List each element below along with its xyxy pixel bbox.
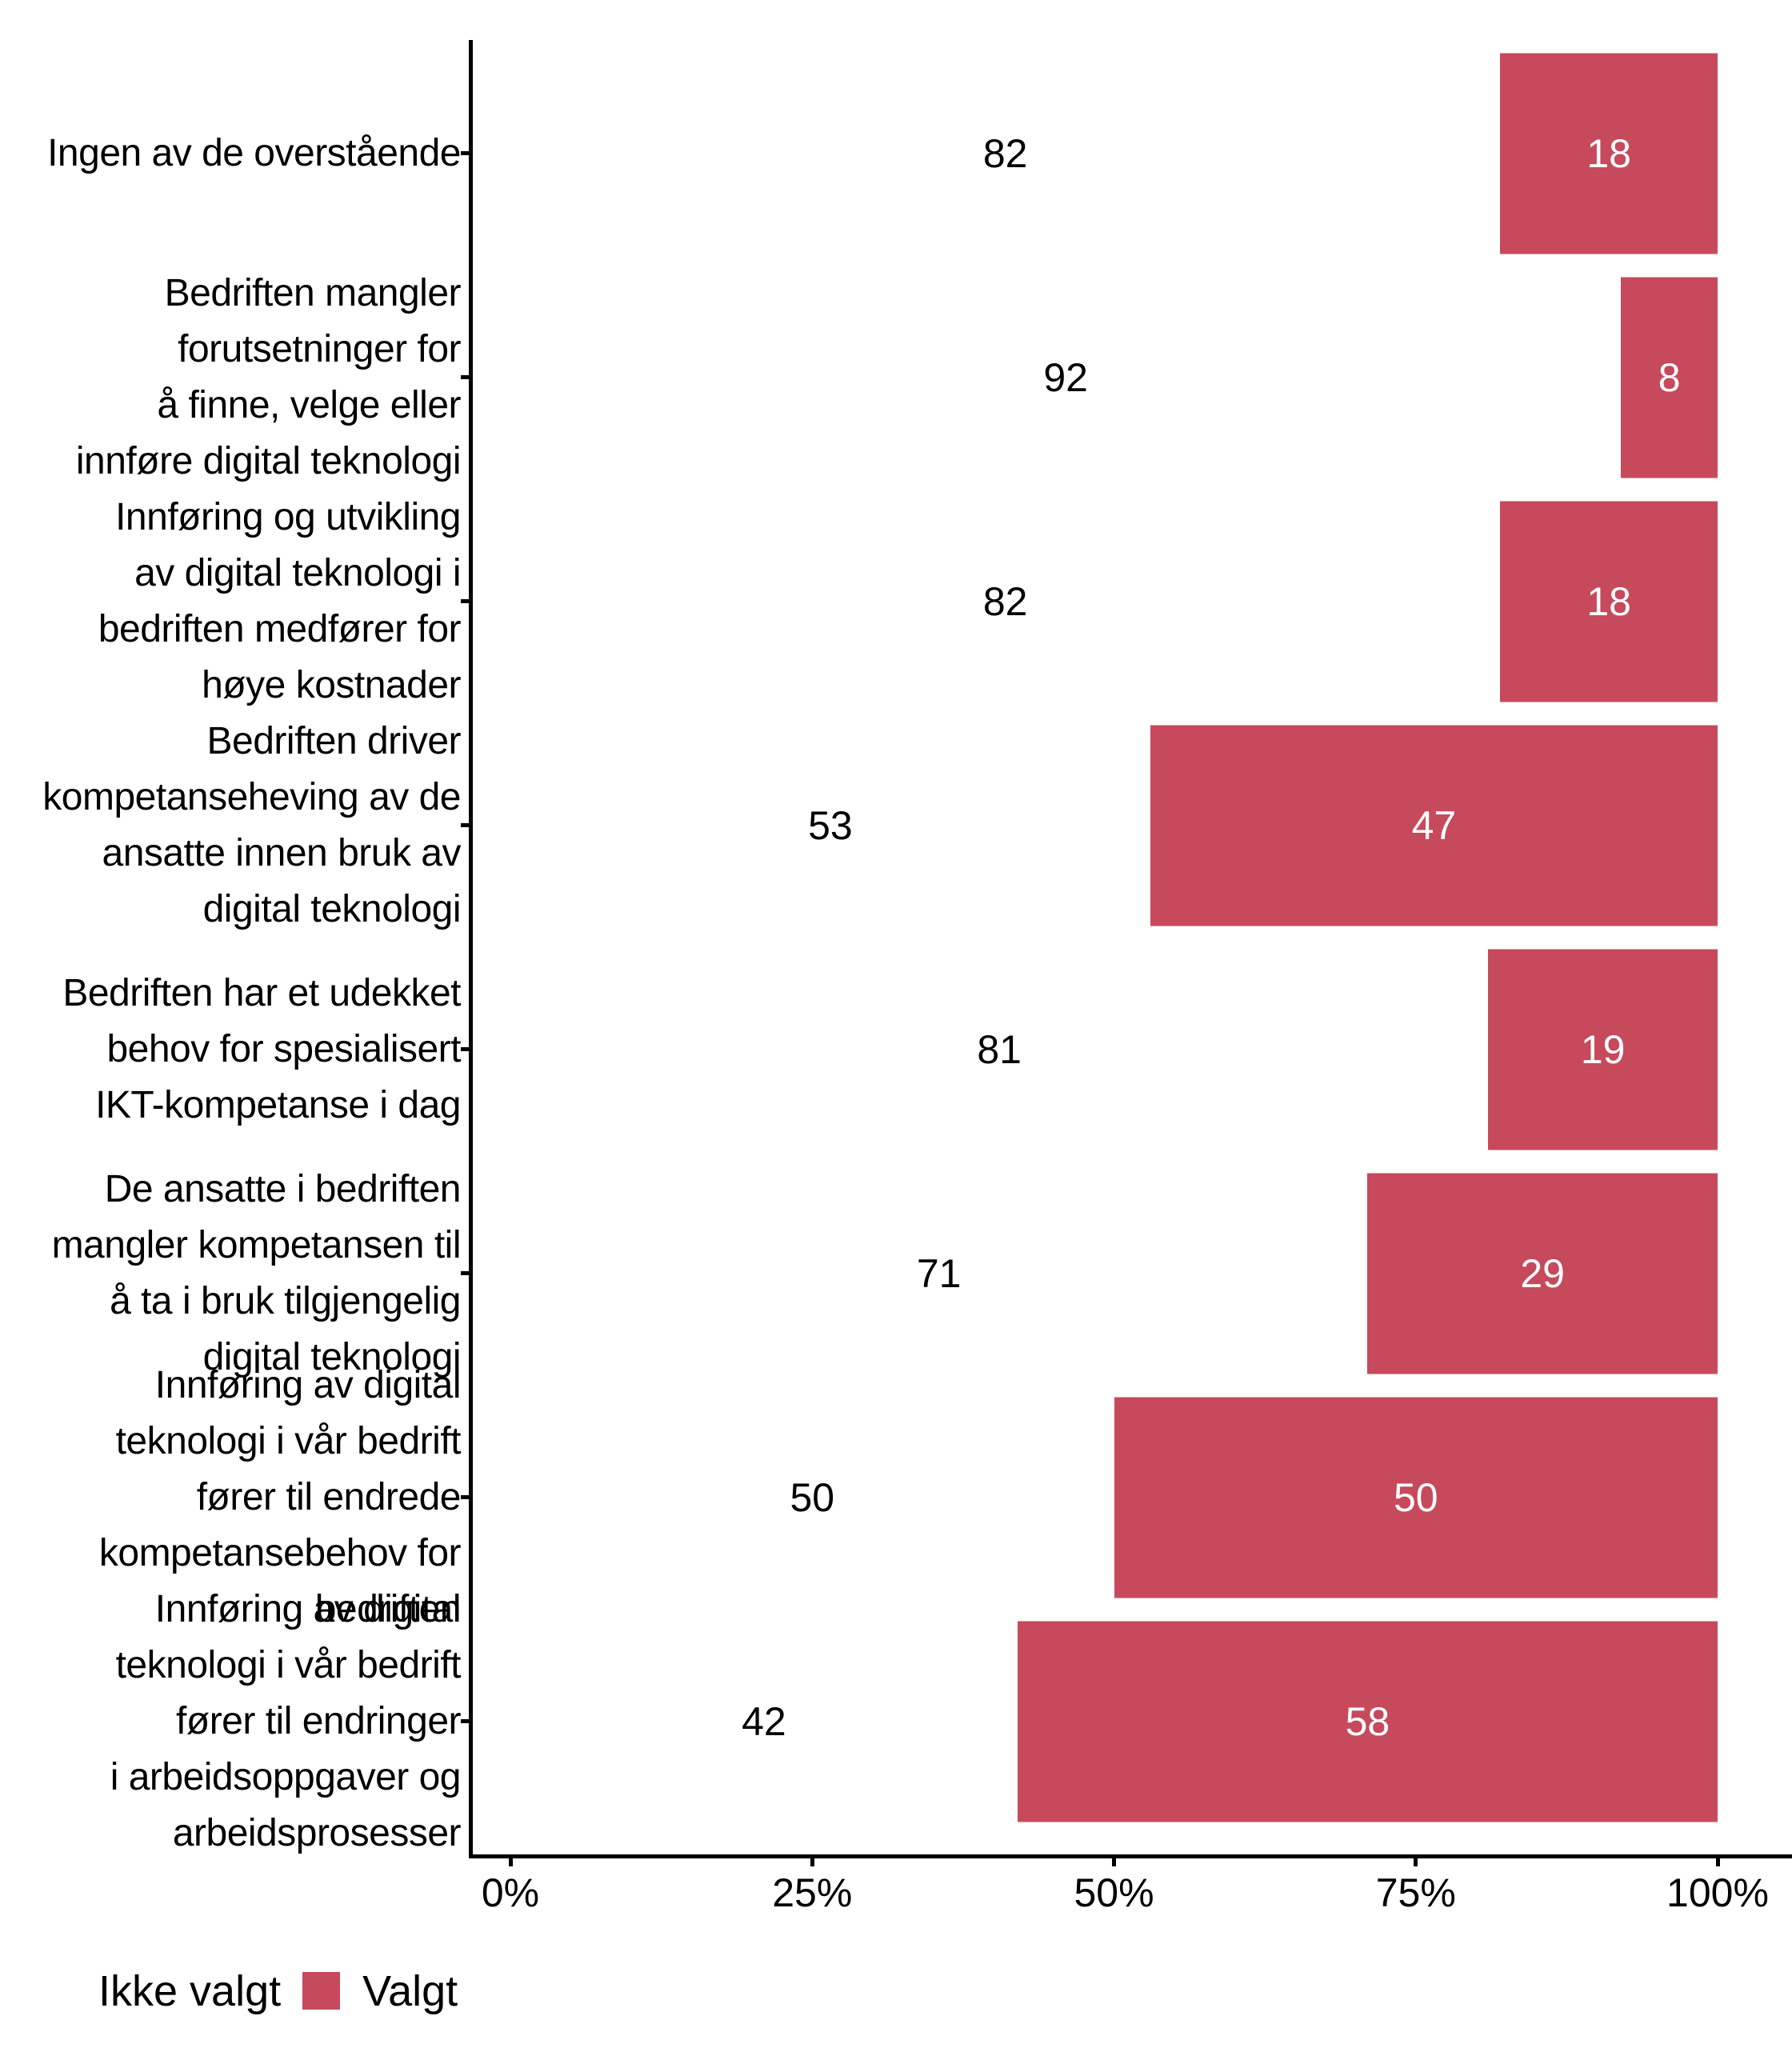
legend: Ikke valgt Valgt xyxy=(46,1953,458,2029)
value-label-valgt: 18 xyxy=(1586,578,1631,624)
y-axis-tick xyxy=(461,151,469,155)
y-axis-tick xyxy=(461,1719,469,1723)
x-axis-tick-label: 50% xyxy=(1074,1870,1154,1915)
bar-segment-ikke-valgt xyxy=(510,277,1622,478)
category-label: Bedriften driver kompetanseheving av de … xyxy=(42,719,461,930)
bar-segment-valgt xyxy=(1367,1173,1718,1374)
x-axis-tick xyxy=(508,1858,513,1866)
category-label: Innføring av digital teknologi i vår bed… xyxy=(98,1363,462,1630)
value-label-valgt: 47 xyxy=(1411,802,1457,848)
value-label-ikke-valgt: 81 xyxy=(977,1026,1022,1072)
value-label-ikke-valgt: 71 xyxy=(916,1250,962,1296)
legend-label-valgt: Valgt xyxy=(362,1966,458,2015)
category-label: Ingen av de overstående xyxy=(47,131,461,174)
y-axis-tick xyxy=(461,599,469,603)
bar-segment-valgt xyxy=(1500,501,1718,702)
x-axis-tick-label: 75% xyxy=(1375,1870,1456,1915)
value-label-ikke-valgt: 82 xyxy=(982,578,1028,624)
bar-segment-ikke-valgt xyxy=(510,501,1501,702)
value-label-valgt: 50 xyxy=(1393,1474,1438,1520)
legend-key-valgt xyxy=(302,1972,341,2010)
category-label: Bedriften mangler forutsetninger for å f… xyxy=(75,271,462,482)
x-axis-tick-label: 25% xyxy=(772,1870,853,1915)
x-axis-tick xyxy=(1112,1858,1116,1866)
value-label-ikke-valgt: 53 xyxy=(808,802,853,848)
value-label-ikke-valgt: 92 xyxy=(1043,354,1088,400)
category-label: Innføring og utvikling av digital teknol… xyxy=(98,495,462,706)
bar-segment-valgt xyxy=(1500,53,1718,254)
bar-segment-ikke-valgt xyxy=(510,725,1150,926)
category-label: Innføring av digital teknologi i vår bed… xyxy=(110,1587,462,1854)
value-label-valgt: 29 xyxy=(1520,1250,1565,1296)
x-axis-line xyxy=(469,1854,1792,1858)
bar-segment-ikke-valgt xyxy=(510,1621,1018,1822)
x-axis-tick xyxy=(810,1858,814,1866)
bar-segment-ikke-valgt xyxy=(510,949,1489,1150)
y-axis-tick xyxy=(461,1495,469,1499)
value-label-valgt: 58 xyxy=(1345,1698,1390,1744)
bar-segment-valgt xyxy=(1621,277,1718,478)
y-axis-tick xyxy=(461,1271,469,1275)
value-label-ikke-valgt: 50 xyxy=(790,1474,835,1520)
value-label-ikke-valgt: 42 xyxy=(742,1698,786,1744)
bar-segment-valgt xyxy=(1017,1621,1718,1822)
bar-segment-ikke-valgt xyxy=(510,53,1501,254)
value-label-ikke-valgt: 82 xyxy=(982,130,1028,176)
legend-label-ikke-valgt: Ikke valgt xyxy=(98,1966,282,2015)
value-label-valgt: 19 xyxy=(1580,1026,1626,1072)
bar-segment-valgt xyxy=(1150,725,1718,926)
bar-segment-ikke-valgt xyxy=(510,1397,1114,1598)
value-label-valgt: 18 xyxy=(1586,130,1631,176)
bar-segment-valgt xyxy=(1114,1397,1718,1598)
x-axis-tick xyxy=(1715,1858,1720,1866)
bar-segment-ikke-valgt xyxy=(510,1173,1368,1374)
x-axis-tick-label: 100% xyxy=(1666,1870,1769,1915)
y-axis-tick xyxy=(461,1047,469,1051)
category-label: De ansatte i bedriften mangler kompetans… xyxy=(51,1167,462,1378)
y-axis-tick xyxy=(461,823,469,827)
legend-key-ikke-valgt xyxy=(46,1972,84,2010)
category-label: Bedriften har et udekket behov for spesi… xyxy=(62,971,461,1126)
value-label-valgt: 8 xyxy=(1658,354,1681,400)
x-axis-tick-label: 0% xyxy=(481,1870,540,1915)
y-axis-tick xyxy=(461,375,469,379)
x-axis-tick xyxy=(1414,1858,1418,1866)
bar-segment-valgt xyxy=(1488,949,1718,1150)
y-axis-line xyxy=(469,40,473,1858)
